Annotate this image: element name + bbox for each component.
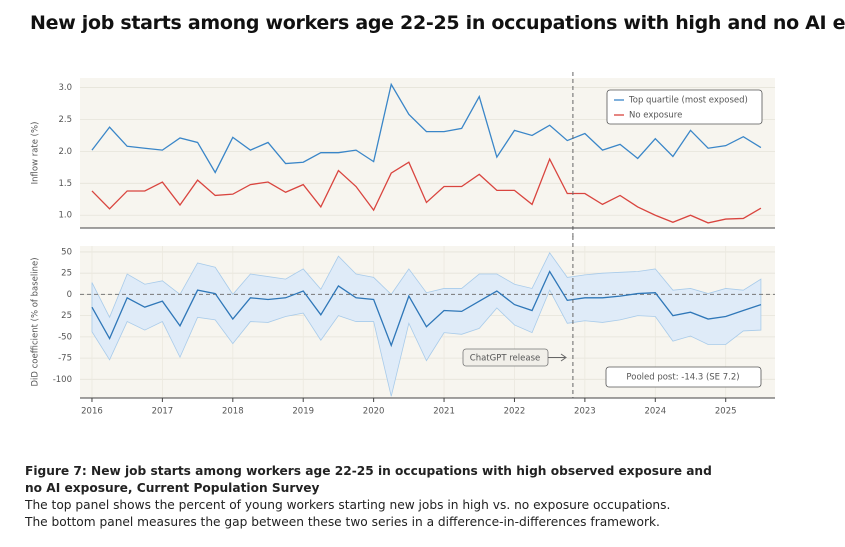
- caption-text: The top panel shows the percent of young…: [25, 498, 671, 512]
- annotation-arrowhead: [560, 353, 567, 362]
- chart-title: New job starts among workers age 22-25 i…: [30, 12, 845, 34]
- y-tick-label: -75: [58, 354, 72, 364]
- x-tick-label: 2021: [433, 407, 455, 417]
- x-tick-label: 2019: [292, 407, 314, 417]
- x-tick-label: 2018: [222, 407, 244, 417]
- x-tick-label: 2024: [644, 407, 666, 417]
- annotation: ChatGPT release: [470, 354, 540, 364]
- confidence-band: [91, 252, 762, 397]
- caption-heading: Figure 7: New job starts among workers a…: [25, 464, 712, 478]
- y-axis-label: Inflow rate (%): [31, 122, 41, 185]
- y-tick-label: 2.0: [58, 147, 72, 157]
- y-tick-label: 50: [61, 247, 72, 257]
- x-tick-label: 2020: [363, 407, 385, 417]
- x-tick-label: 2016: [81, 407, 103, 417]
- legend-box: [606, 89, 763, 125]
- caption-text: The bottom panel measures the gap betwee…: [25, 515, 660, 529]
- y-tick-label: 1.5: [58, 179, 72, 189]
- x-tick-label: 2025: [715, 407, 737, 417]
- x-tick-label: 2017: [152, 407, 174, 417]
- legend: Top quartile (most exposed) No exposure: [606, 89, 763, 125]
- y-tick-label: 0: [67, 290, 72, 300]
- y-axis-label: DiD coefficient (% of baseline): [31, 257, 41, 386]
- x-tick-label: 2023: [574, 407, 596, 417]
- legend-label: Top quartile (most exposed): [628, 96, 748, 106]
- annotation-box: [605, 366, 762, 388]
- y-tick-label: 2.5: [58, 115, 72, 125]
- y-tick-label: 25: [61, 269, 72, 279]
- caption: Figure 7: New job starts among workers a…: [25, 463, 712, 531]
- series-line: [91, 270, 762, 348]
- legend-label: No exposure: [629, 111, 682, 121]
- x-tick-label: 2022: [504, 407, 526, 417]
- caption-heading: no AI exposure, Current Population Surve…: [25, 481, 320, 495]
- y-tick-label: -50: [58, 332, 72, 342]
- y-tick-label: 25: [61, 311, 72, 321]
- series-line: [91, 82, 762, 174]
- series-line: [91, 157, 762, 224]
- y-tick-label: -100: [53, 375, 72, 385]
- annotation: Pooled post: -14.3 (SE 7.2): [626, 373, 739, 383]
- y-tick-label: 3.0: [58, 83, 72, 93]
- y-tick-label: 1.0: [58, 211, 72, 221]
